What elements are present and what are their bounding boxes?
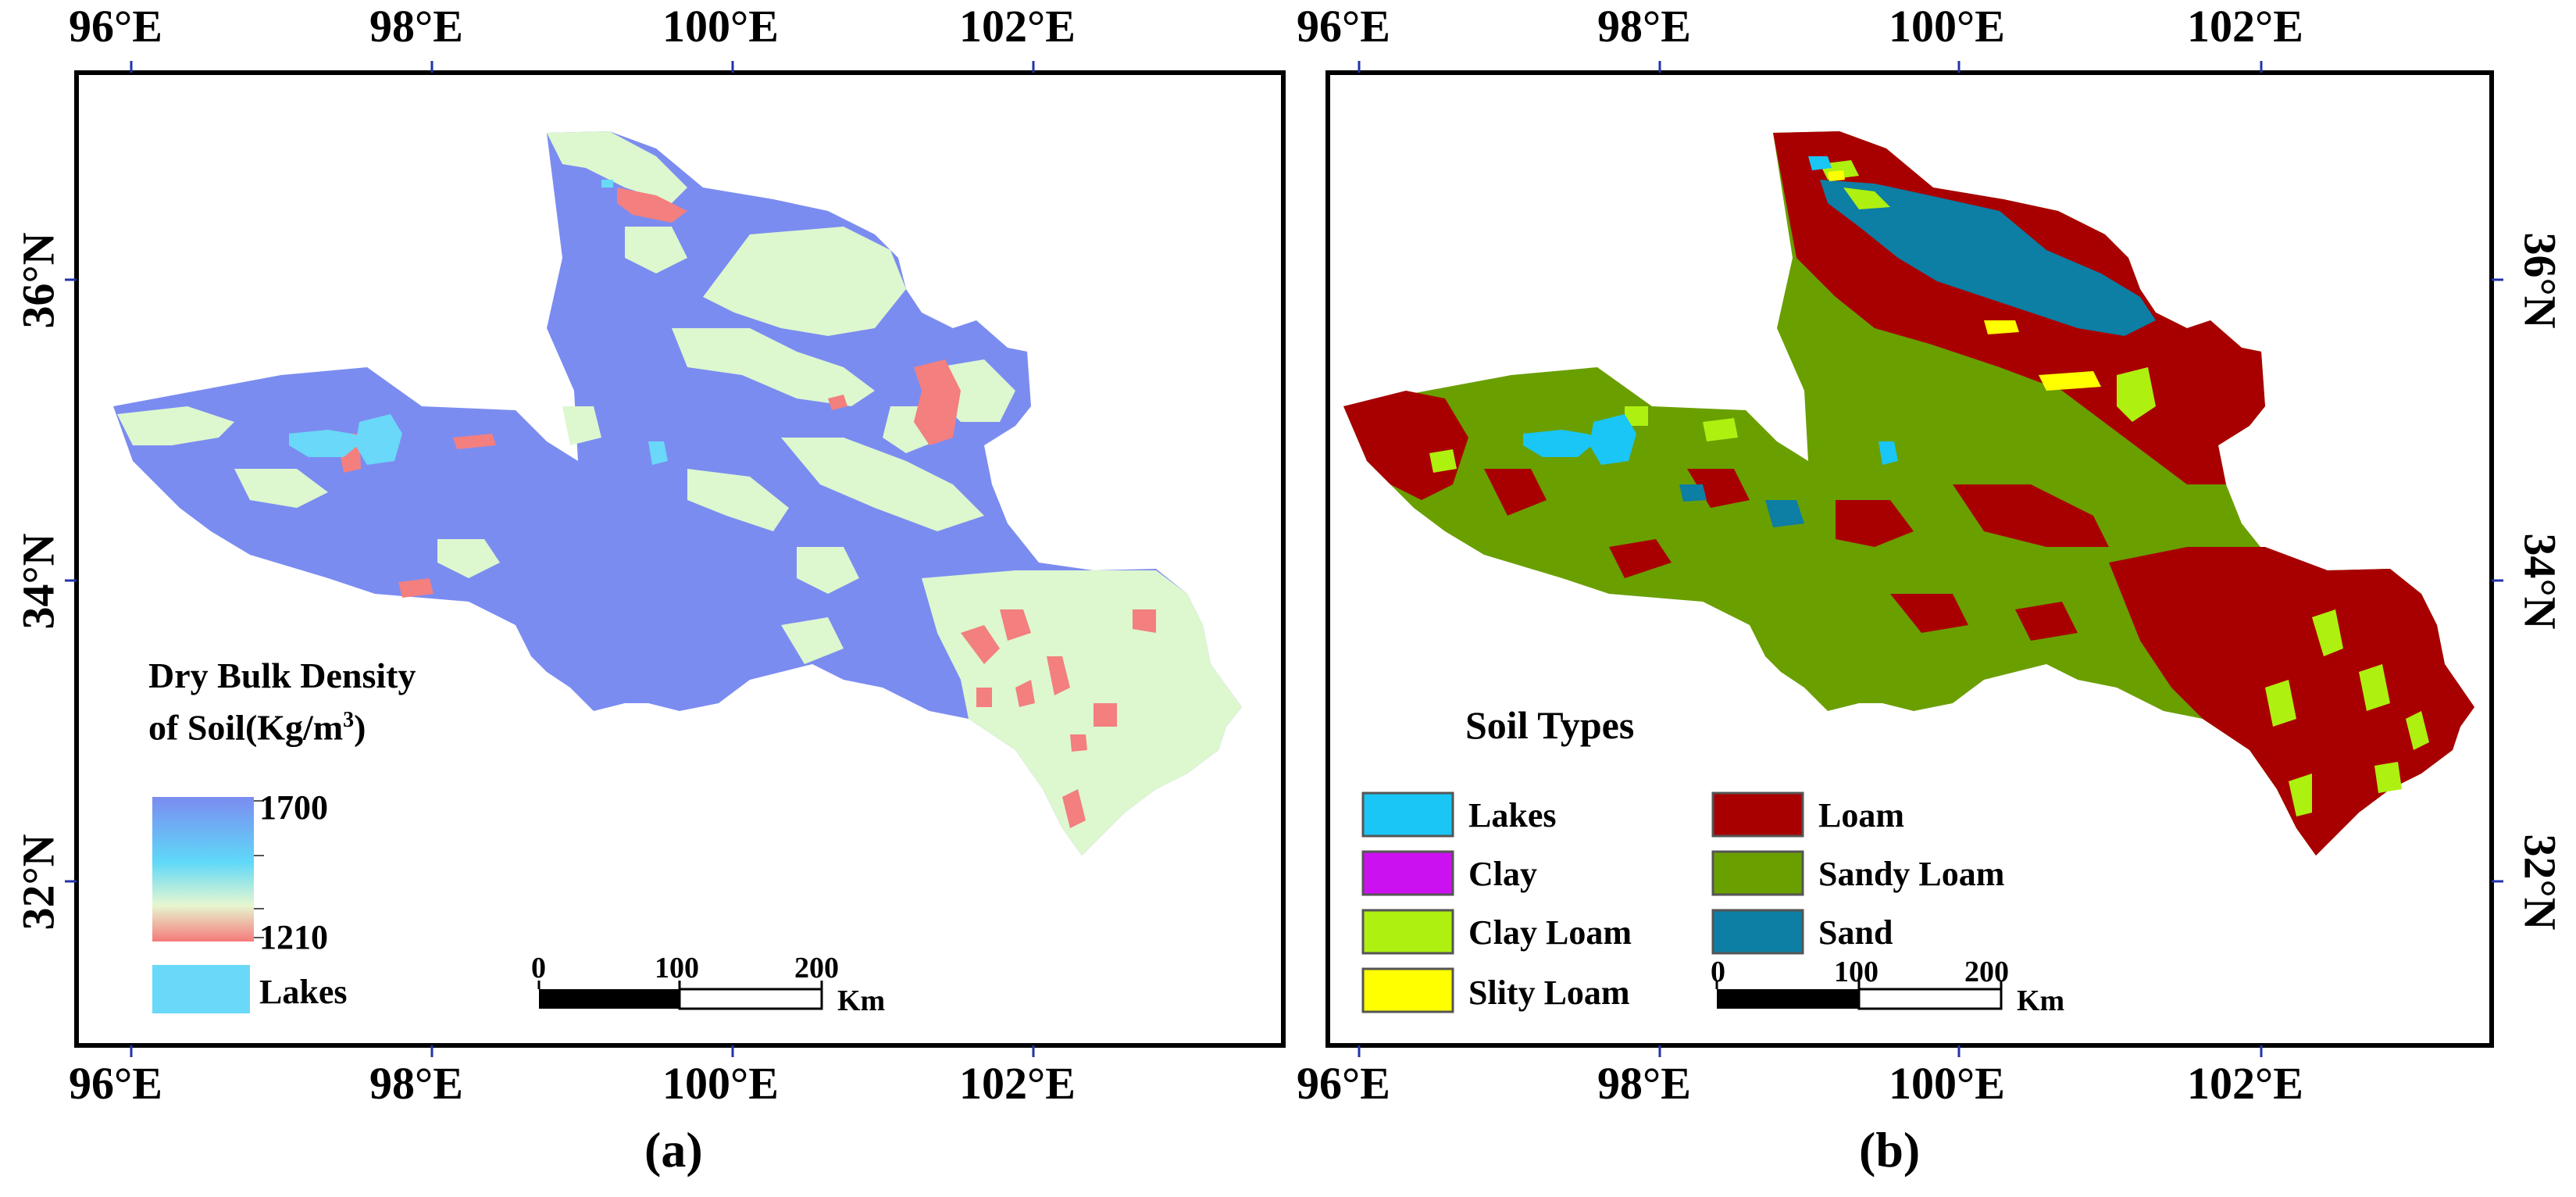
panel-a-lakes [289, 180, 668, 465]
density-legend-title-line2: of Soil(Kg/m3) [148, 707, 366, 748]
panel-b-lakes [1523, 156, 1898, 465]
swatch-clay-loam [1361, 909, 1454, 955]
panel-a-lon-bot-98: 98°E [369, 1058, 463, 1109]
lakes-label-a: Lakes [259, 973, 348, 1011]
density-legend-title-line1: Dry Bulk Density [148, 656, 416, 695]
panel-a-lowdensity-regions [117, 131, 1242, 856]
panel-a-lon-bot-96: 96°E [69, 1058, 162, 1109]
panel-b-lon-top-96: 96°E [1297, 1, 1390, 52]
soil-label-slity-loam: Slity Loam [1468, 974, 1630, 1012]
panel-a-lat-32: 32°N [12, 834, 64, 931]
scalebar-a-unit: Km [837, 984, 886, 1017]
scalebar-a-tick-100: 100 [655, 952, 699, 984]
swatch-loam [1711, 791, 1804, 838]
swatch-sandy-loam [1711, 850, 1804, 896]
panel-b [1325, 61, 2503, 1057]
panel-a-lon-top-96: 96°E [69, 1, 162, 52]
panel-b-ticks [1358, 61, 2503, 1057]
scalebar-b-tick-0: 0 [1711, 956, 1725, 988]
panel-b-sand-region [1820, 180, 2156, 336]
panel-b-lon-bot-102: 102°E [2187, 1058, 2303, 1109]
panel-b-lat-34: 34°N [2514, 533, 2566, 630]
density-min-label: 1210 [259, 918, 328, 956]
panel-a-lon-bot-100: 100°E [662, 1058, 779, 1109]
scalebar-b-tick-100: 100 [1834, 956, 1878, 988]
density-gradient-bar [152, 797, 254, 942]
panel-a-lat-36: 36°N [12, 232, 64, 329]
soil-label-loam: Loam [1818, 796, 1904, 834]
panel-b-lon-bot-98: 98°E [1597, 1058, 1691, 1109]
panel-b-lon-top-100: 100°E [1889, 1, 2005, 52]
soil-label-clay-loam: Clay Loam [1468, 913, 1632, 952]
swatch-clay [1361, 850, 1454, 896]
swatch-sand [1711, 909, 1804, 955]
panel-b-clayloam-patches [1429, 160, 2429, 816]
lakes-swatch-a [152, 965, 250, 1013]
soil-label-sand: Sand [1818, 913, 1893, 952]
density-legend-title-sup: 3 [343, 708, 355, 732]
panel-a-lat-34: 34°N [12, 533, 64, 630]
panel-a-lon-top-100: 100°E [662, 1, 779, 52]
soil-label-clay: Clay [1468, 855, 1537, 893]
panel-b-caption: (b) [1859, 1122, 1921, 1177]
scalebar-b-unit: Km [2017, 984, 2065, 1017]
panel-b-lat-32: 32°N [2514, 834, 2566, 931]
scalebar-a-tick-0: 0 [531, 952, 546, 984]
panel-a-lon-top-102: 102°E [959, 1, 1076, 52]
panel-b-siltyloam-patches [1828, 170, 2101, 391]
scalebar-b-tick-200: 200 [1964, 956, 2009, 988]
panel-a-caption: (a) [644, 1122, 703, 1177]
soil-legend-title: Soil Types [1465, 703, 1635, 747]
panel-b-lon-top-98: 98°E [1597, 1, 1691, 52]
panel-a-lowest-spots [336, 188, 1156, 828]
swatch-slity-loam [1361, 967, 1454, 1013]
panel-b-lon-bot-100: 100°E [1889, 1058, 2005, 1109]
panel-a-lon-top-98: 98°E [369, 1, 463, 52]
soil-label-sandy-loam: Sandy Loam [1818, 855, 2005, 893]
panel-b-lon-bot-96: 96°E [1297, 1058, 1390, 1109]
scalebar-a [537, 981, 823, 1010]
panel-b-lat-36: 36°N [2514, 232, 2566, 329]
scalebar-a-tick-200: 200 [794, 952, 839, 984]
scalebar-b [1715, 981, 2003, 1010]
swatch-lakes [1361, 791, 1454, 838]
panel-b-lon-top-102: 102°E [2187, 1, 2303, 52]
gradient-ticks [254, 800, 264, 938]
panel-a-ticks [65, 61, 1035, 1057]
panel-a-lon-bot-102: 102°E [959, 1058, 1076, 1109]
soil-label-lakes: Lakes [1468, 796, 1557, 834]
panel-b-sand-patches [1679, 484, 1804, 527]
density-max-label: 1700 [259, 788, 328, 827]
panel-a [65, 61, 1286, 1057]
soil-legend-swatches [1361, 791, 1804, 1013]
